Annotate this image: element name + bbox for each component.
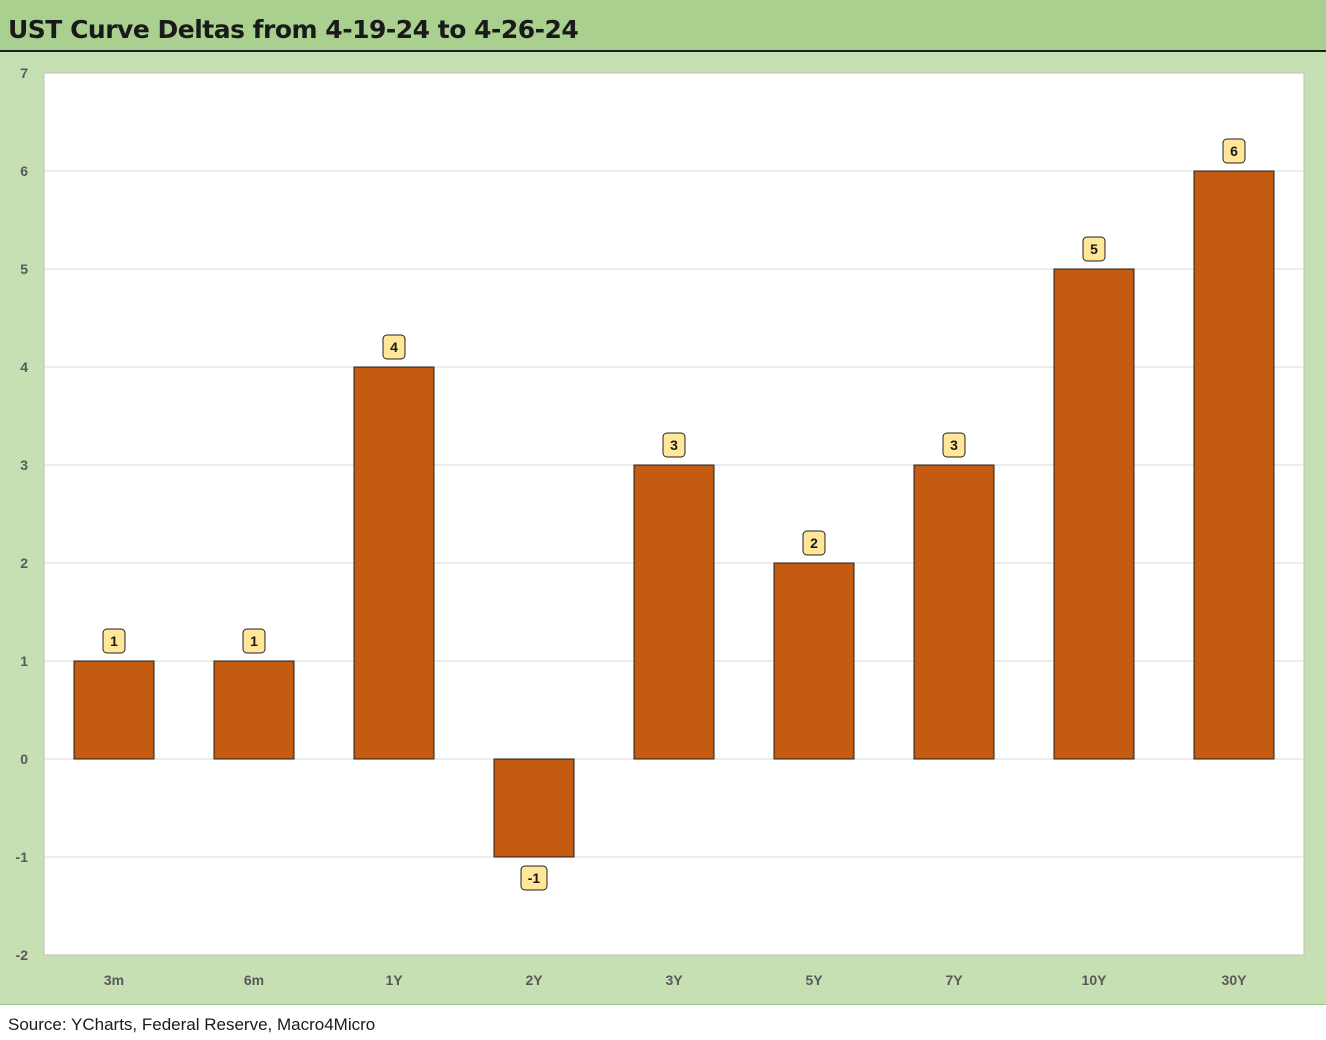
y-axis-ticks: -2 -1 0 1 2 3 4 5 6 7: [16, 65, 29, 963]
data-label-box: [802, 530, 826, 556]
data-label-box: [662, 432, 686, 458]
data-labels: 1 1 4 -1 3 2 3 5 6: [102, 138, 1246, 891]
y-tick-label: 4: [20, 359, 28, 375]
chart-title: UST Curve Deltas from 4-19-24 to 4-26-24: [8, 15, 579, 44]
data-label: 5: [1082, 236, 1106, 262]
bar-1Y: [353, 366, 435, 760]
data-label: 2: [802, 530, 826, 556]
source-bar: Source: YCharts, Federal Reserve, Macro4…: [0, 1004, 1326, 1040]
x-tick-label: 7Y: [945, 972, 963, 988]
data-label: 3: [942, 432, 966, 458]
y-tick-label: 1: [20, 653, 28, 669]
data-label-text: 1: [250, 633, 258, 649]
data-label-text: -1: [528, 870, 541, 886]
bar-3Y: [633, 464, 715, 760]
y-tick-label: 2: [20, 555, 28, 571]
data-label: 1: [102, 628, 126, 654]
data-label: 3: [662, 432, 686, 458]
data-label-box: [102, 628, 126, 654]
data-label-text: 4: [390, 339, 398, 355]
data-label-box: [242, 628, 266, 654]
bar-30Y: [1193, 170, 1275, 760]
data-label-text: 6: [1230, 143, 1238, 159]
bar-3m: [73, 660, 155, 760]
data-label-text: 5: [1090, 241, 1098, 257]
source-note: Source: YCharts, Federal Reserve, Macro4…: [8, 1015, 376, 1034]
title-bar: UST Curve Deltas from 4-19-24 to 4-26-24: [0, 0, 1326, 52]
y-tick-label: 6: [20, 163, 28, 179]
bar-7Y: [913, 464, 995, 760]
y-tick-label: -2: [16, 947, 29, 963]
x-axis-ticks: 3m 6m 1Y 2Y 3Y 5Y 7Y 10Y 30Y: [104, 972, 1247, 988]
bar-10Y: [1053, 268, 1135, 760]
y-tick-label: -1: [16, 849, 29, 865]
data-label-box: [520, 865, 548, 891]
x-tick-label: 5Y: [805, 972, 823, 988]
data-label-text: 1: [110, 633, 118, 649]
data-label-box: [1222, 138, 1246, 164]
bar-6m: [213, 660, 295, 760]
bar-2Y: [493, 758, 575, 858]
x-tick-label: 10Y: [1082, 972, 1108, 988]
y-tick-label: 7: [20, 65, 28, 81]
data-label-box: [942, 432, 966, 458]
bar-5Y: [773, 562, 855, 760]
x-tick-label: 3m: [104, 972, 124, 988]
data-label-box: [1082, 236, 1106, 262]
x-tick-label: 30Y: [1222, 972, 1248, 988]
bars: [73, 170, 1275, 858]
x-tick-label: 6m: [244, 972, 264, 988]
x-tick-label: 1Y: [385, 972, 403, 988]
y-tick-label: 3: [20, 457, 28, 473]
data-label: 4: [382, 334, 406, 360]
x-tick-label: 2Y: [525, 972, 543, 988]
data-label-text: 3: [670, 437, 678, 453]
x-tick-label: 3Y: [665, 972, 683, 988]
data-label-text: 2: [810, 535, 818, 551]
data-label: -1: [520, 865, 548, 891]
data-label: 6: [1222, 138, 1246, 164]
data-label: 1: [242, 628, 266, 654]
y-tick-label: 5: [20, 261, 28, 277]
data-label-box: [382, 334, 406, 360]
data-label-text: 3: [950, 437, 958, 453]
y-tick-label: 0: [20, 751, 28, 767]
